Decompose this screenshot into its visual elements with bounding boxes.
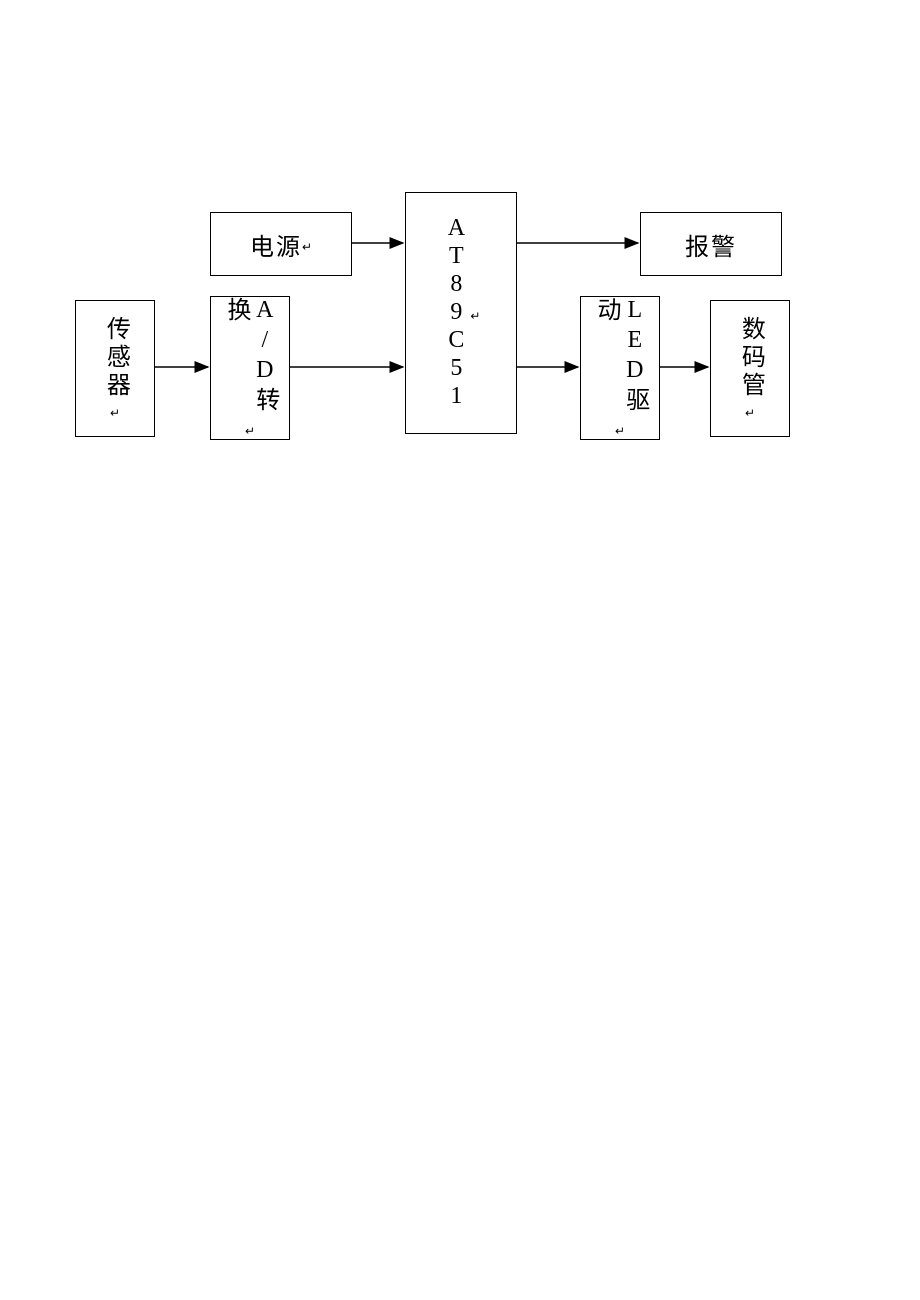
node-adc-label: A/D转换 <box>221 297 279 418</box>
node-power: 电源 ↵ <box>210 212 352 276</box>
node-mcu: AT89C51 ↵ <box>405 192 517 434</box>
node-led-driver: LED驱动 ↵ <box>580 296 660 440</box>
sub-mark: ↵ <box>470 309 480 324</box>
sub-mark: ↵ <box>302 240 312 255</box>
node-led-driver-label: LED驱动 <box>591 297 649 418</box>
sub-mark: ↵ <box>745 406 755 421</box>
node-sensor: 传感器 ↵ <box>75 300 155 437</box>
node-mcu-label: AT89C51 <box>442 215 471 411</box>
node-alarm: 报警 <box>640 212 782 276</box>
sub-mark: ↵ <box>245 424 255 439</box>
node-display-label: 数码管 <box>736 316 765 400</box>
node-power-label: 电源 <box>250 227 302 262</box>
node-alarm-label: 报警 <box>685 227 737 262</box>
sub-mark: ↵ <box>615 424 625 439</box>
sub-mark: ↵ <box>110 406 120 421</box>
node-display: 数码管 ↵ <box>710 300 790 437</box>
node-sensor-label: 传感器 <box>101 316 130 400</box>
node-adc: A/D转换 ↵ <box>210 296 290 440</box>
